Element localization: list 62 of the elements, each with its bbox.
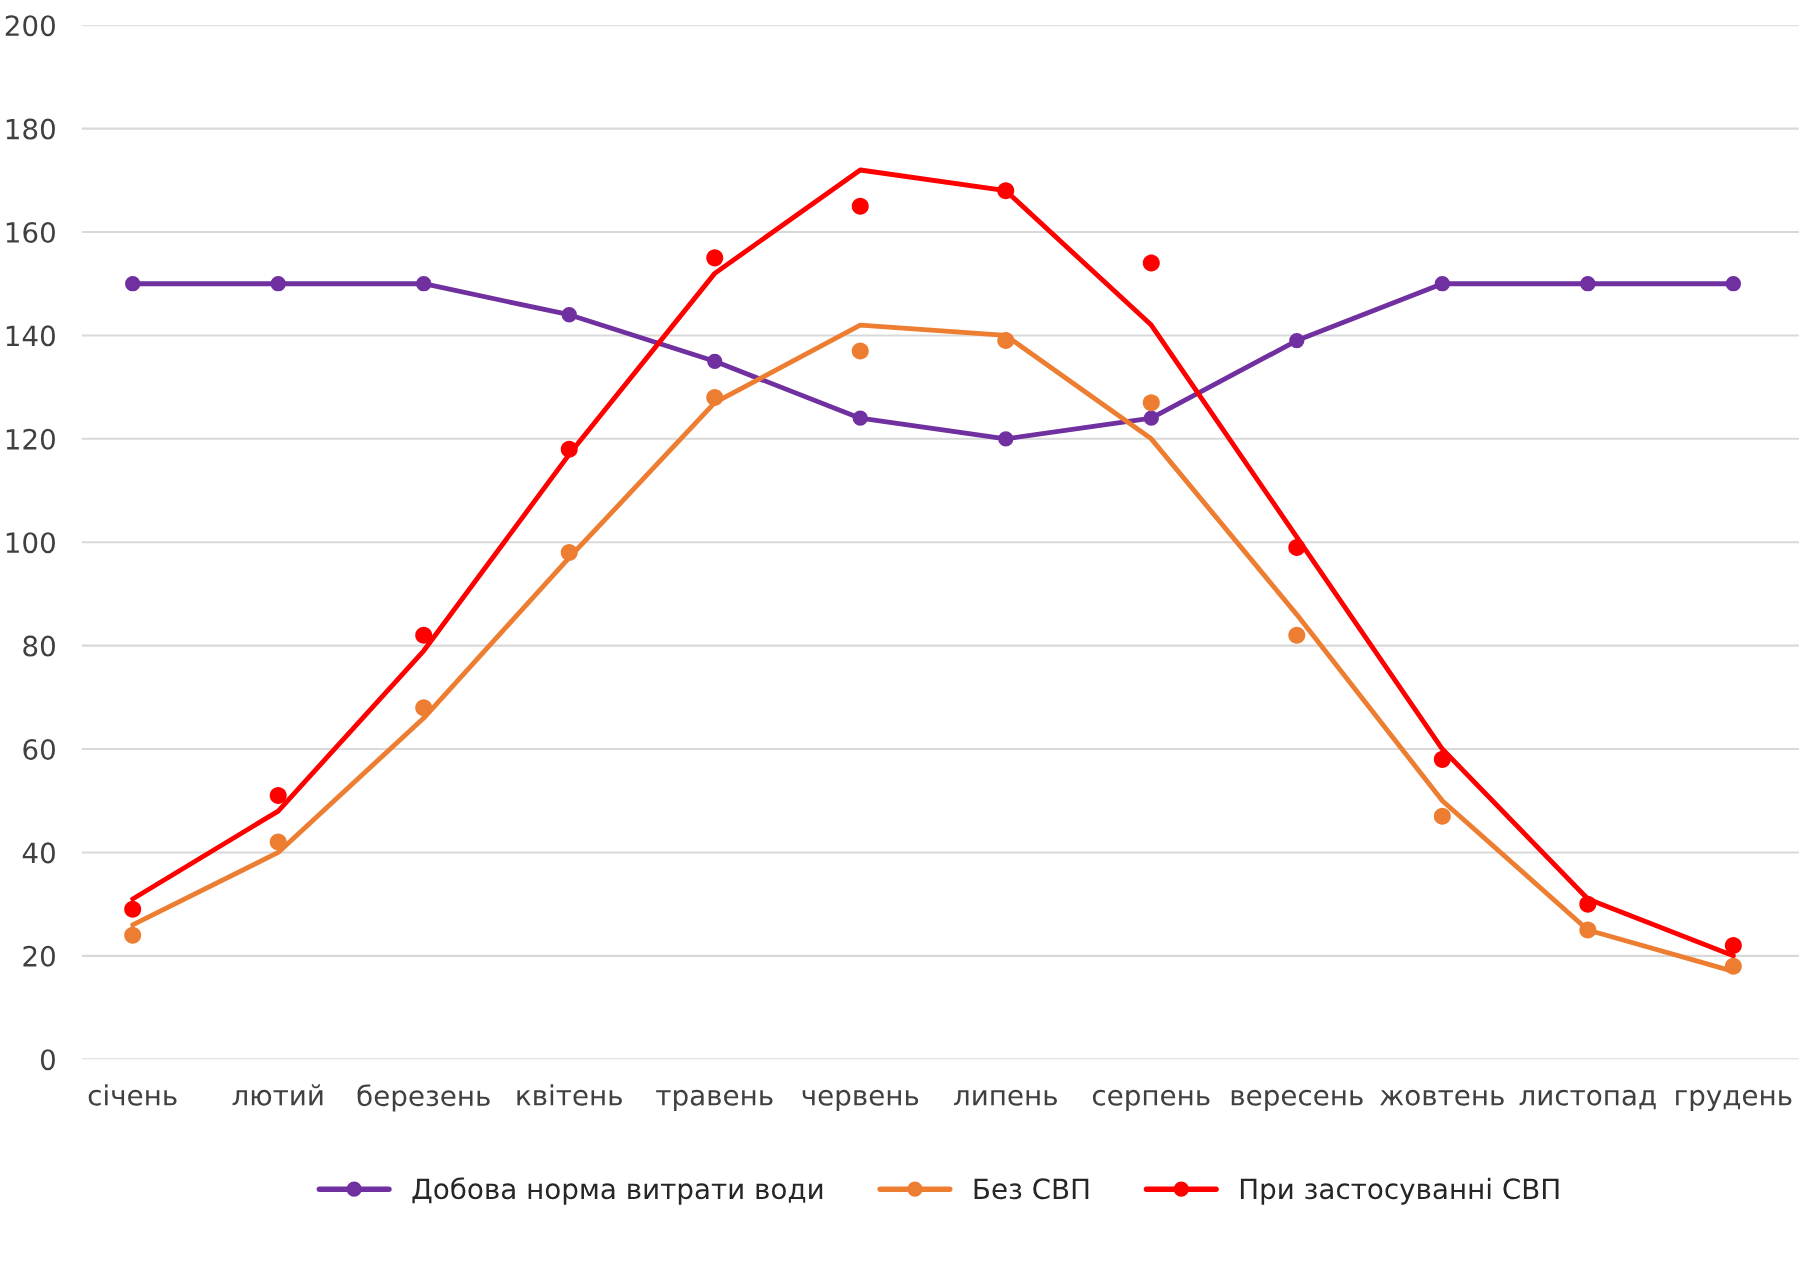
point — [416, 276, 432, 292]
legend-label: Добова норма витрати води — [412, 1177, 823, 1205]
x-tick-label: жовтень — [1380, 1089, 1504, 1106]
point — [1288, 626, 1306, 644]
point — [560, 440, 578, 458]
y-tick-label: 100 — [6, 532, 55, 554]
y-tick-label: 160 — [6, 221, 55, 243]
x-tick-label: березень — [357, 1084, 490, 1112]
point — [1579, 895, 1597, 913]
x-tick-label: грудень — [1676, 1089, 1792, 1112]
point — [1433, 807, 1451, 825]
point — [1289, 332, 1305, 349]
y-tick-label: 200 — [5, 15, 55, 37]
point — [270, 276, 286, 292]
point — [269, 833, 287, 851]
point — [1724, 957, 1742, 975]
point — [124, 900, 142, 918]
point — [1724, 936, 1742, 954]
point — [560, 544, 578, 562]
point — [1142, 394, 1160, 412]
x-tick-label: листопад — [1519, 1089, 1656, 1110]
point — [997, 332, 1015, 350]
y-tick-label: 60 — [23, 738, 55, 760]
point — [1433, 750, 1451, 768]
point — [561, 307, 577, 323]
point — [997, 182, 1015, 200]
point — [415, 626, 433, 644]
point — [125, 276, 141, 292]
point — [852, 410, 868, 426]
y-tick-label: 40 — [22, 842, 55, 864]
y-tick-label: 180 — [6, 118, 55, 140]
legend-label: Без СВП — [974, 1178, 1089, 1200]
point — [706, 249, 724, 267]
point — [269, 787, 287, 805]
point — [1579, 921, 1597, 939]
x-tick-label: червень — [802, 1089, 919, 1112]
point — [415, 699, 433, 717]
point — [1580, 276, 1596, 292]
x-tick-label: травень — [656, 1089, 773, 1112]
x-tick-label: лютий — [232, 1084, 323, 1106]
y-tick-label: 140 — [6, 325, 55, 347]
x-tick-label: липень — [954, 1089, 1057, 1106]
point — [851, 342, 869, 360]
x-tick-label: січень — [88, 1084, 177, 1106]
point — [707, 353, 723, 369]
legend-label: При застосуванні СВП — [1240, 1177, 1559, 1205]
y-tick-label: 80 — [23, 635, 55, 657]
point — [1725, 276, 1741, 292]
point — [851, 197, 869, 215]
y-tick-label: 120 — [6, 428, 55, 450]
point — [1434, 276, 1450, 292]
y-tick-label: 0 — [40, 1049, 55, 1071]
point — [1142, 254, 1160, 272]
point — [124, 926, 142, 944]
point — [1288, 538, 1306, 556]
point — [1143, 410, 1159, 426]
point — [998, 431, 1014, 447]
y-tick-label: 20 — [23, 945, 55, 967]
x-tick-label: серпень — [1092, 1089, 1210, 1112]
x-tick-label: вересень — [1231, 1089, 1363, 1112]
point — [706, 388, 724, 406]
x-tick-label: квітень — [517, 1084, 622, 1106]
